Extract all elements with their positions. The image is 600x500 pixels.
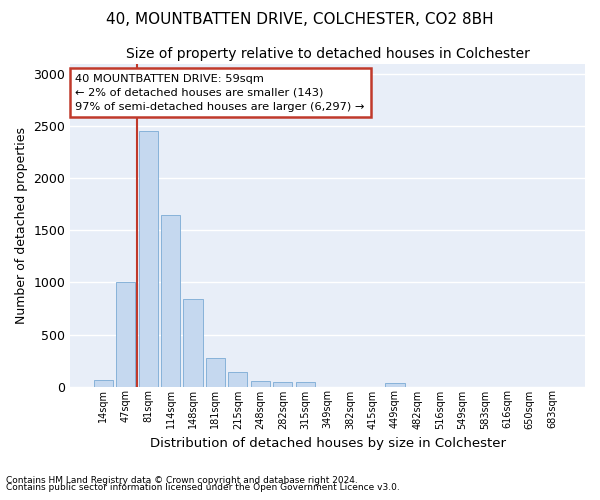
Bar [94,380,113,386]
Bar [184,299,203,386]
Bar [251,381,270,386]
Bar [206,358,225,386]
X-axis label: Distribution of detached houses by size in Colchester: Distribution of detached houses by size … [149,437,506,450]
Text: Contains HM Land Registry data © Crown copyright and database right 2024.: Contains HM Land Registry data © Crown c… [6,476,358,485]
Bar [273,382,292,386]
Bar [229,372,247,386]
Bar [296,382,315,386]
Bar [161,215,180,386]
Text: 40, MOUNTBATTEN DRIVE, COLCHESTER, CO2 8BH: 40, MOUNTBATTEN DRIVE, COLCHESTER, CO2 8… [106,12,494,28]
Bar [139,130,158,386]
Bar [116,282,135,387]
Title: Size of property relative to detached houses in Colchester: Size of property relative to detached ho… [126,48,530,62]
Text: Contains public sector information licensed under the Open Government Licence v3: Contains public sector information licen… [6,484,400,492]
Text: 40 MOUNTBATTEN DRIVE: 59sqm
← 2% of detached houses are smaller (143)
97% of sem: 40 MOUNTBATTEN DRIVE: 59sqm ← 2% of deta… [76,74,365,112]
Bar [385,383,404,386]
Y-axis label: Number of detached properties: Number of detached properties [15,127,28,324]
